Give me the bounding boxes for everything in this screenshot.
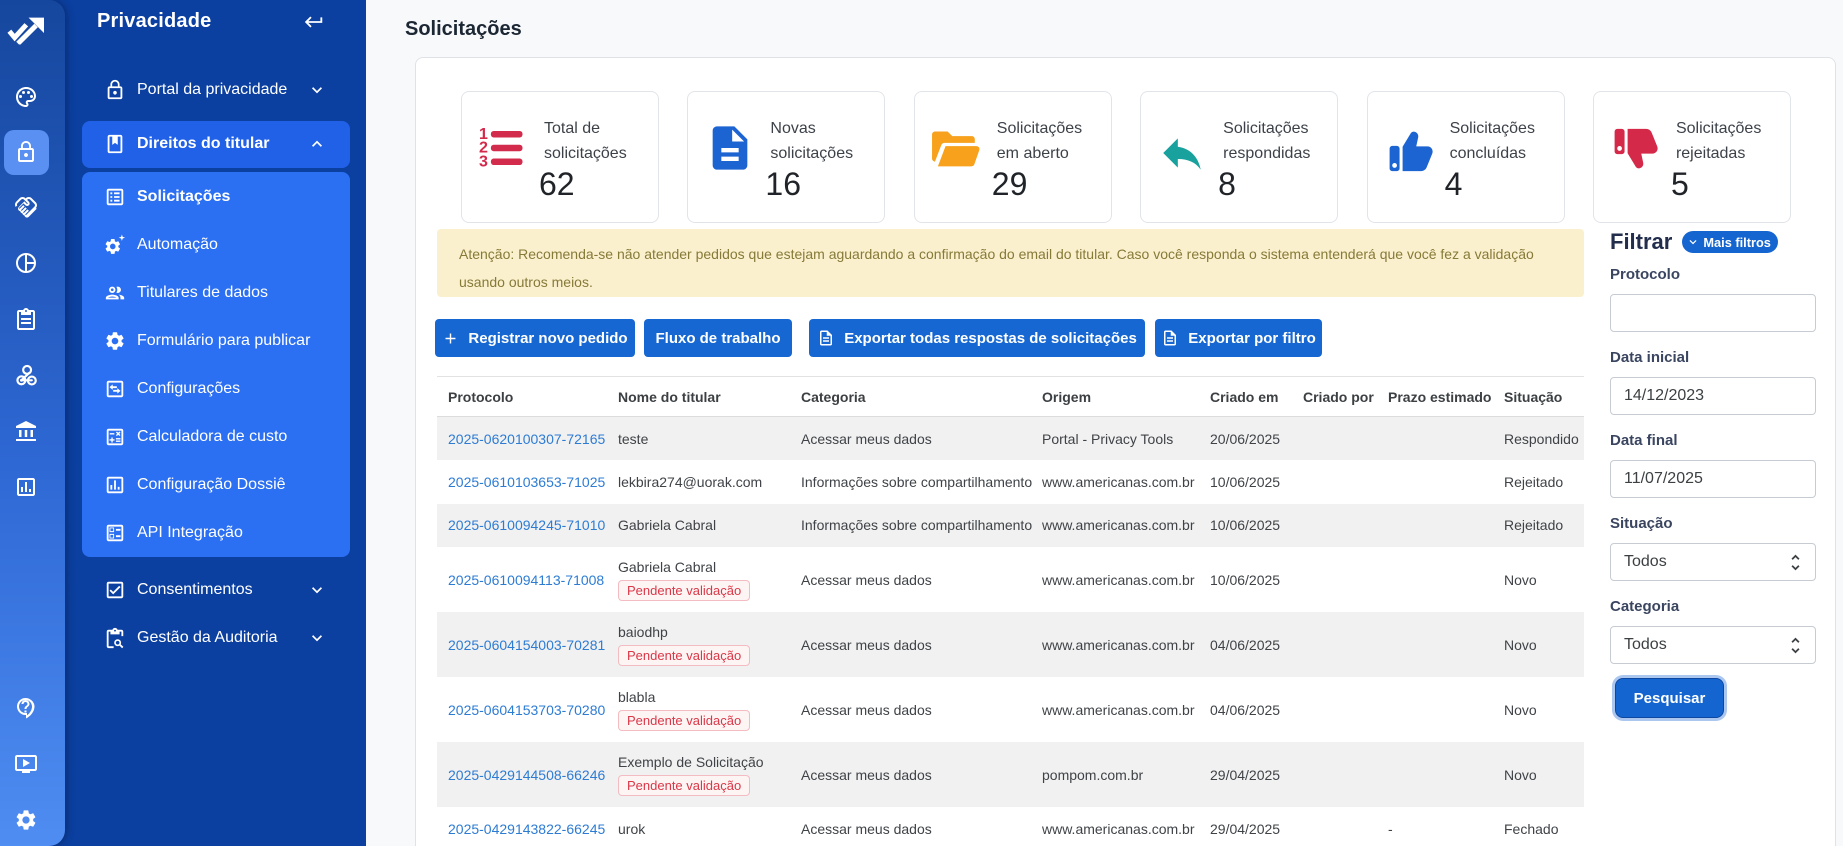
svg-text:2: 2	[479, 139, 488, 157]
svg-text:3: 3	[479, 152, 488, 170]
svg-text:1: 1	[479, 125, 488, 143]
